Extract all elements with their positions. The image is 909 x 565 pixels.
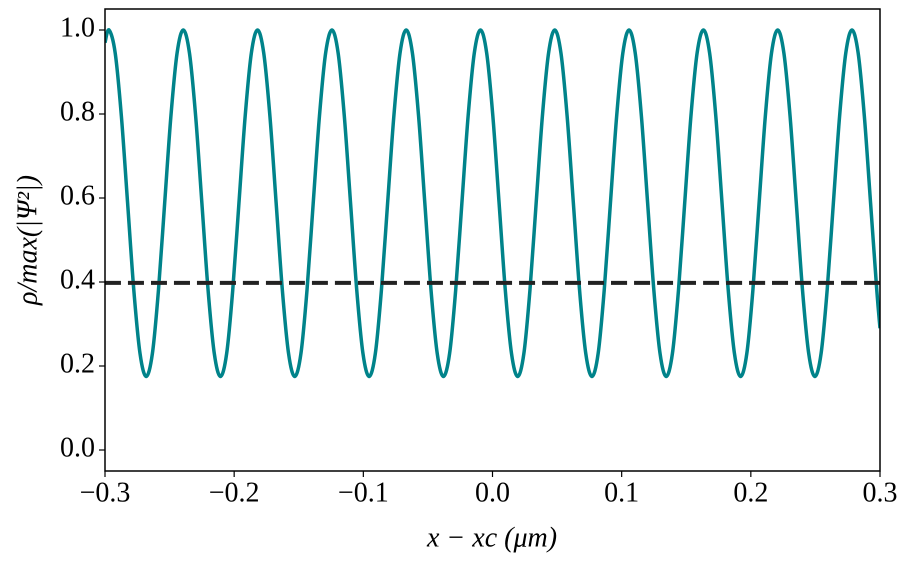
plot-area <box>105 28 880 379</box>
x-tick-label: 0.0 <box>475 477 510 508</box>
x-tick-label: −0.2 <box>209 477 260 508</box>
x-tick-label: 0.1 <box>604 477 639 508</box>
y-tick-label: 0.4 <box>60 264 95 295</box>
y-tick-label: 1.0 <box>60 12 95 43</box>
x-tick-label: 0.3 <box>863 477 898 508</box>
x-tick-label: 0.2 <box>733 477 768 508</box>
axes-frame <box>104 8 881 472</box>
y-tick-label: 0.2 <box>60 348 95 379</box>
y-tick-label: 0.8 <box>60 96 95 127</box>
y-tick-label: 0.0 <box>60 432 95 463</box>
y-tick-label: 0.6 <box>60 180 95 211</box>
x-tick-label: −0.3 <box>80 477 131 508</box>
x-tick-label: −0.1 <box>338 477 389 508</box>
y-axis-label: ρ/max(|Ψ²|) <box>12 175 43 306</box>
density-line <box>105 28 880 379</box>
x-axis-label: x − xc (μm) <box>426 522 557 553</box>
